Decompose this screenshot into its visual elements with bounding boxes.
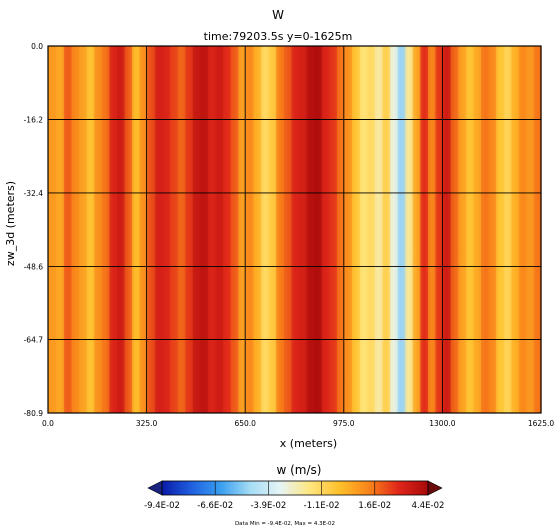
heatmap-cell: [245, 46, 254, 413]
y-tick-label: 0.0: [31, 42, 43, 51]
heatmap-cell: [268, 46, 277, 413]
colorbar-min-arrow: [147, 480, 163, 496]
heatmap-cell: [71, 46, 80, 413]
heatmap-cell: [208, 46, 216, 413]
heatmap-cell: [427, 46, 436, 413]
heatmap-cell: [94, 46, 102, 413]
heatmap-cell: [56, 46, 64, 413]
chart-subtitle: time:79203.5s y=0-1625m: [203, 30, 353, 43]
colorbar-gradient: [161, 480, 429, 496]
heatmap-cell: [412, 46, 421, 413]
y-tick-label: -80.9: [24, 409, 44, 418]
heatmap-cell: [397, 46, 406, 413]
heatmap-cell: [443, 46, 451, 413]
heatmap-cell: [465, 46, 474, 413]
heatmap-cell: [132, 46, 140, 413]
heatmap-cell: [63, 46, 72, 413]
heatmap-cell: [177, 46, 186, 413]
heatmap-cell: [215, 46, 224, 413]
heatmap-cell: [79, 46, 87, 413]
heatmap-cell: [124, 46, 133, 413]
y-tick-label: -16.2: [24, 115, 44, 124]
heatmap-cell: [154, 46, 163, 413]
colorbar-max-arrow: [427, 480, 443, 496]
heatmap-cell: [352, 46, 360, 413]
heatmap-cell: [336, 46, 345, 413]
heatmap-cell: [223, 46, 231, 413]
heatmap-cell: [139, 46, 148, 413]
x-tick-label: 325.0: [136, 419, 158, 428]
heatmap-cell: [162, 46, 171, 413]
axes: 0.0 325.0 650.0 975.0 1300.0 1625.0 0.0 -16.2 -3…: [4, 42, 554, 450]
x-tick-label: 650.0: [234, 419, 256, 428]
x-tick-label: 975.0: [333, 419, 355, 428]
heatmap-cell: [170, 46, 178, 413]
heatmap-cell: [481, 46, 489, 413]
heatmap-cell: [283, 46, 292, 413]
colorbar-tick-label: -1.1E-02: [304, 501, 340, 511]
heatmap-cell: [382, 46, 391, 413]
heatmap-cell: [109, 46, 118, 413]
heatmap-cell: [496, 46, 504, 413]
heatmap-cell: [488, 46, 497, 413]
heatmap-cell: [200, 46, 209, 413]
heatmap-cell: [185, 46, 193, 413]
heatmap-cell: [344, 46, 353, 413]
heatmap-cell: [503, 46, 512, 413]
heatmap-cell: [306, 46, 315, 413]
heatmap-cell: [473, 46, 482, 413]
x-tick-label: 0.0: [42, 419, 54, 428]
chart-title: W: [272, 8, 284, 22]
y-axis-label: zw_3d (meters): [4, 181, 17, 266]
y-tick-label: -64.7: [24, 336, 44, 345]
heatmap-cell: [253, 46, 262, 413]
plot-frame: [47, 45, 542, 414]
colorbar-tick-label: -3.9E-02: [250, 501, 286, 511]
heatmap-cell: [405, 46, 413, 413]
heatmap-cell: [458, 46, 466, 413]
heatmap-cell: [230, 46, 239, 413]
colorbar: -9.4E-02 -6.6E-02 -3.9E-02 -1.1E-02 1.6E-02 4…: [144, 463, 444, 527]
heatmap-cell: [534, 46, 542, 413]
colorbar-tick-label: -9.4E-02: [144, 501, 180, 511]
heatmap-cell: [420, 46, 428, 413]
heatmap-cell: [117, 46, 125, 413]
heatmap-cell: [519, 46, 527, 413]
colorbar-label: w (m/s): [277, 463, 322, 477]
x-tick-label: 1625.0: [528, 419, 554, 428]
heatmap-cell: [390, 46, 398, 413]
y-tick-label: -32.4: [24, 189, 44, 198]
heatmap-cell: [314, 46, 322, 413]
heatmap-cell: [147, 46, 155, 413]
x-tick-label: 1300.0: [429, 419, 455, 428]
heatmap-cell: [192, 46, 201, 413]
heatmap-cell: [450, 46, 459, 413]
heatmap-cell: [291, 46, 300, 413]
y-tick-label: -48.6: [24, 262, 44, 271]
heatmap-cell: [359, 46, 368, 413]
heatmap-cell: [101, 46, 110, 413]
heatmap-cell: [299, 46, 307, 413]
colorbar-tick-label: 1.6E-02: [358, 501, 391, 511]
x-axis-label: x (meters): [280, 437, 337, 450]
heatmap-cell: [238, 46, 246, 413]
heatmap-cell: [435, 46, 444, 413]
heatmap-cell: [321, 46, 330, 413]
heatmap-cell: [261, 46, 269, 413]
heatmap-cell: [367, 46, 375, 413]
heatmap-cell: [511, 46, 519, 413]
heatmap-cell: [48, 46, 57, 413]
colorbar-tick-label: -6.6E-02: [197, 501, 233, 511]
heatmap-cell: [526, 46, 535, 413]
colorbar-tick-label: 4.4E-02: [412, 501, 445, 511]
heatmap-plot-area: [48, 46, 542, 413]
heatmap-cell: [276, 46, 284, 413]
heatmap-cell: [329, 46, 337, 413]
heatmap-cell: [86, 46, 95, 413]
data-range-footer: Data Min = -9.4E-02, Max = 4.3E-02: [235, 521, 335, 527]
heatmap-cell: [374, 46, 383, 413]
